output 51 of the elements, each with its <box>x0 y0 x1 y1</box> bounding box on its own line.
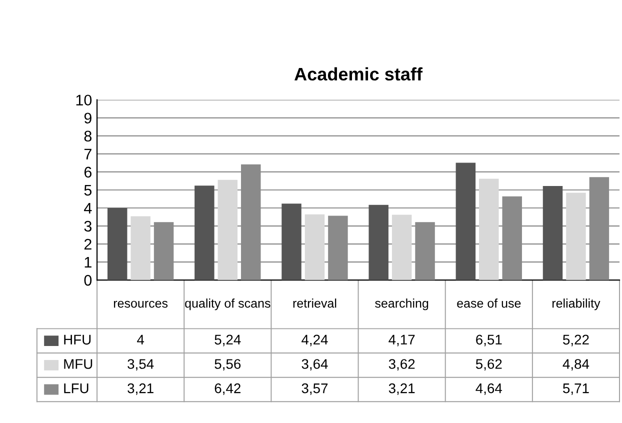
bar <box>194 186 214 280</box>
data-label: 5,24 <box>214 334 241 346</box>
bar <box>282 204 302 280</box>
bar <box>304 214 325 280</box>
data-label: 5,62 <box>476 359 502 371</box>
data-label: 4 <box>137 334 144 344</box>
legend-label: HFU <box>64 334 91 345</box>
legend-label: MFU <box>64 359 92 369</box>
data-label: 3,54 <box>128 359 154 371</box>
data-label: 4,24 <box>302 334 328 346</box>
data-label: 6,51 <box>476 334 502 346</box>
data-label: 3,57 <box>302 383 328 395</box>
bar <box>392 214 412 280</box>
bar <box>130 216 150 280</box>
bar <box>566 192 586 280</box>
data-label: 3,62 <box>388 359 415 371</box>
x-tick-label: quality of scans <box>185 298 270 310</box>
y-tick-label: 10 <box>76 94 92 106</box>
x-tick-label: ease of use <box>457 298 521 308</box>
data-label: 5,71 <box>563 384 589 395</box>
y-tick-label: 6 <box>84 166 92 178</box>
y-tick-label: 5 <box>84 184 92 196</box>
chart-title: Academic staff <box>294 67 423 81</box>
data-label: 5,56 <box>214 359 241 371</box>
data-label: 3,64 <box>302 359 328 371</box>
y-tick-label: 0 <box>84 274 92 286</box>
y-tick-label: 8 <box>84 130 92 142</box>
legend-label: LFU <box>64 384 88 394</box>
y-tick-label: 2 <box>84 238 92 250</box>
data-label: 3,21 <box>388 383 415 395</box>
x-tick-label: retrieval <box>293 298 336 308</box>
y-tick-label: 9 <box>84 112 92 124</box>
x-tick-label: resources <box>114 300 168 308</box>
x-tick-label: searching <box>375 298 428 310</box>
bar <box>456 162 476 280</box>
bar <box>542 186 563 280</box>
data-label: 3,21 <box>128 383 154 395</box>
y-tick-label: 4 <box>84 202 92 214</box>
bar <box>479 178 499 280</box>
data-label: 6,42 <box>214 383 240 395</box>
bar <box>107 208 128 280</box>
data-label: 4,84 <box>562 359 590 371</box>
bar <box>218 180 238 280</box>
bar <box>368 204 388 280</box>
y-tick-label: 7 <box>84 148 92 160</box>
data-label: 4,64 <box>476 383 502 395</box>
y-tick-label: 3 <box>84 220 92 232</box>
y-tick-label: 1 <box>84 257 92 268</box>
x-tick-label: reliability <box>552 298 600 310</box>
data-label: 4,17 <box>388 334 415 346</box>
data-label: 5,22 <box>563 334 589 346</box>
